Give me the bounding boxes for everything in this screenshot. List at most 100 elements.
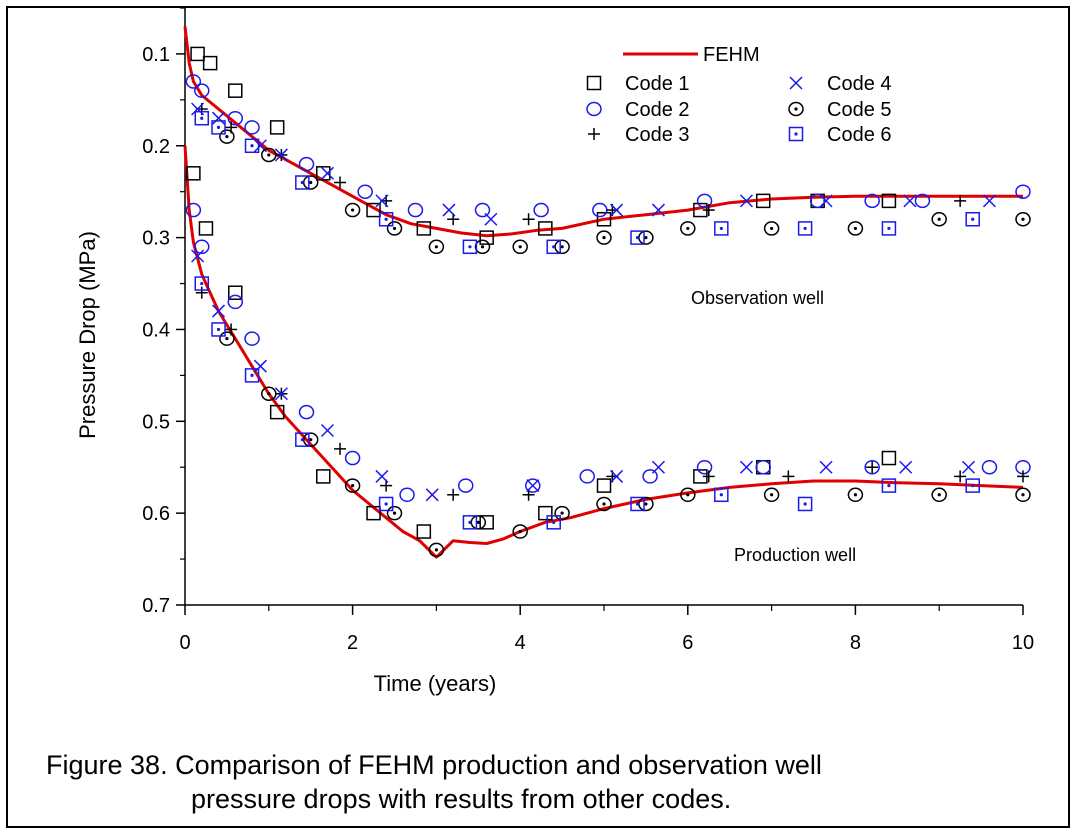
code-2-point xyxy=(579,469,595,484)
code-2-point xyxy=(981,459,998,475)
legend-code-3-marker xyxy=(588,128,600,140)
caption-line-2: pressure drops with results from other c… xyxy=(191,784,732,814)
code-2-point xyxy=(1015,184,1031,199)
code-5-point xyxy=(847,487,864,503)
marker-circle xyxy=(763,487,780,503)
marker-circle xyxy=(194,83,210,98)
marker-circle xyxy=(219,129,235,144)
marker-square xyxy=(965,211,980,227)
marker-circle xyxy=(185,74,202,89)
code-2-point xyxy=(696,193,713,209)
marker-dot xyxy=(225,134,229,139)
marker-circle xyxy=(864,193,880,209)
code-6-point xyxy=(194,110,210,126)
marker-circle xyxy=(261,147,277,163)
marker-dot xyxy=(384,502,388,506)
marker-circle xyxy=(931,211,947,227)
code-3-point xyxy=(782,470,795,483)
code-2-point xyxy=(357,184,373,199)
marker-square xyxy=(295,432,310,447)
code-2-point xyxy=(399,487,415,503)
code-4-point xyxy=(484,212,498,226)
marker-circle xyxy=(596,230,612,245)
x-tick-label: 2 xyxy=(347,632,358,654)
marker-cross-b xyxy=(819,194,833,208)
marker-square xyxy=(462,239,478,255)
marker-square xyxy=(269,404,285,420)
y-tick-label: 0.3 xyxy=(142,228,170,250)
marker-square xyxy=(797,221,813,236)
y-tick-label: 0.7 xyxy=(142,595,170,617)
marker-dot xyxy=(560,245,564,249)
marker-circle xyxy=(344,478,361,493)
code-6-point xyxy=(546,239,561,255)
code-6-point xyxy=(714,487,729,503)
marker-circle xyxy=(579,469,595,484)
marker-dot xyxy=(225,337,229,341)
code-2-point xyxy=(407,202,424,218)
marker-circle xyxy=(457,478,474,493)
marker-dot xyxy=(1021,493,1025,497)
marker-square xyxy=(416,221,432,236)
marker-square xyxy=(546,239,561,255)
marker-cross-b xyxy=(982,194,997,208)
marker-circle xyxy=(474,202,491,218)
code-4-point xyxy=(375,469,389,483)
marker-cross-b xyxy=(651,203,666,217)
code-2-point xyxy=(592,202,608,218)
code-3-point xyxy=(334,176,347,189)
code-4-point xyxy=(610,203,624,217)
code-1-point xyxy=(416,524,432,539)
marker-circle xyxy=(1015,211,1031,227)
code-4-point xyxy=(375,194,389,208)
code-6-point xyxy=(378,211,394,227)
code-5-point xyxy=(931,211,947,227)
code-1-point xyxy=(479,230,494,245)
code-6-point xyxy=(378,496,394,512)
code-6-point xyxy=(295,175,310,190)
marker-cross-b xyxy=(191,249,205,263)
code-1-point xyxy=(596,211,612,227)
marker-circle xyxy=(525,478,541,493)
code-5-point xyxy=(512,239,528,255)
code-4-point xyxy=(819,194,833,208)
annotation-observation-well: Observation well xyxy=(691,288,824,308)
caption-line-1: Figure 38. Comparison of FEHM production… xyxy=(46,750,822,780)
code-4-point xyxy=(526,479,540,493)
code-1-point xyxy=(755,193,771,209)
code-2-point xyxy=(533,202,549,218)
code-2-point xyxy=(244,120,260,135)
marker-dot xyxy=(887,484,891,488)
code-2-point xyxy=(227,110,244,126)
code-1-point xyxy=(366,505,381,521)
code-5-point xyxy=(763,221,780,236)
code-4-point xyxy=(651,460,666,474)
code-2-point xyxy=(474,202,491,218)
code-3-point xyxy=(702,204,715,217)
legend-code-1-label: Code 1 xyxy=(625,73,690,95)
marker-dot xyxy=(552,520,556,524)
marker-dot xyxy=(719,226,723,231)
marker-circle xyxy=(596,496,612,512)
code-1-point xyxy=(881,450,897,466)
marker-dot xyxy=(552,245,556,249)
legend-code-4-marker xyxy=(789,76,803,90)
code-6-point xyxy=(797,496,813,512)
code-3-point xyxy=(195,286,208,299)
code-6-point xyxy=(965,478,980,493)
marker-circle xyxy=(864,459,880,475)
marker-circle xyxy=(227,294,244,310)
marker-circle xyxy=(298,156,315,172)
marker-square xyxy=(630,230,645,245)
marker-dot xyxy=(644,236,648,240)
marker-circle xyxy=(344,202,361,218)
marker-square xyxy=(881,221,897,236)
marker-circle xyxy=(428,542,445,558)
code-5-point xyxy=(344,478,361,493)
marker-dot xyxy=(300,180,304,185)
marker-square xyxy=(269,120,285,135)
marker-cross-b xyxy=(320,423,334,438)
code-2-point xyxy=(298,156,315,172)
marker-circle xyxy=(586,101,602,117)
code-1-point xyxy=(198,221,214,236)
